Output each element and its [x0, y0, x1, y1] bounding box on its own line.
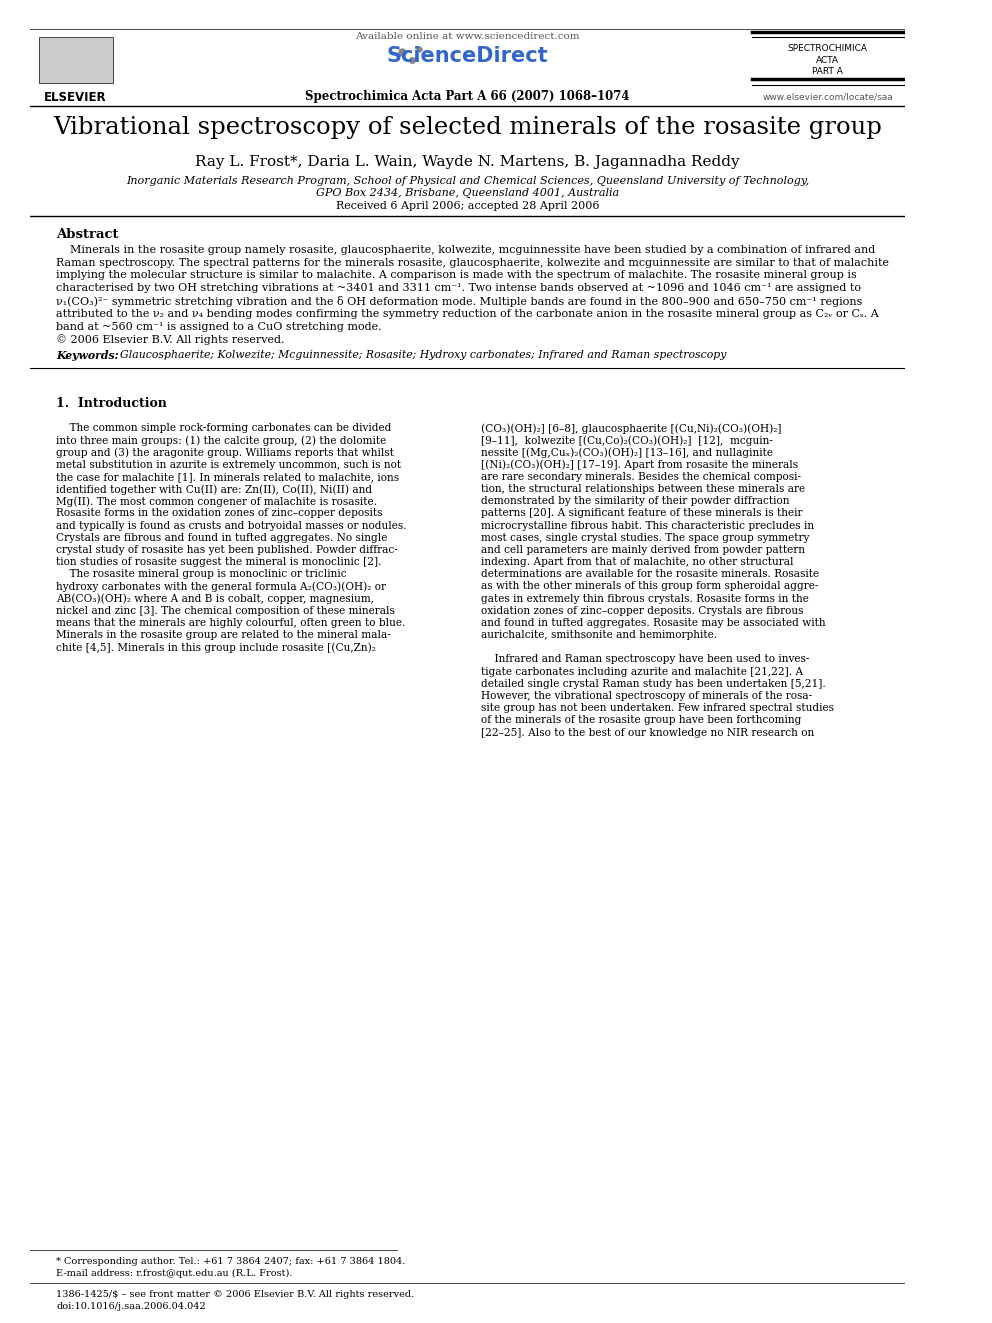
Text: However, the vibrational spectroscopy of minerals of the rosa-: However, the vibrational spectroscopy of…: [480, 691, 811, 701]
Text: AB(CO₃)(OH)₂ where A and B is cobalt, copper, magnesium,: AB(CO₃)(OH)₂ where A and B is cobalt, co…: [57, 594, 374, 605]
Text: gates in extremely thin fibrous crystals. Rosasite forms in the: gates in extremely thin fibrous crystals…: [480, 594, 808, 603]
Text: detailed single crystal Raman study has been undertaken [5,21].: detailed single crystal Raman study has …: [480, 679, 825, 689]
Text: www.elsevier.com/locate/saa: www.elsevier.com/locate/saa: [763, 93, 893, 102]
Text: of the minerals of the rosasite group have been forthcoming: of the minerals of the rosasite group ha…: [480, 716, 801, 725]
Text: Inorganic Materials Research Program, School of Physical and Chemical Sciences, : Inorganic Materials Research Program, Sc…: [126, 176, 808, 187]
Text: indexing. Apart from that of malachite, no other structural: indexing. Apart from that of malachite, …: [480, 557, 793, 568]
Text: tion studies of rosasite suggest the mineral is monoclinic [2].: tion studies of rosasite suggest the min…: [57, 557, 382, 568]
Text: nickel and zinc [3]. The chemical composition of these minerals: nickel and zinc [3]. The chemical compos…: [57, 606, 395, 615]
Text: Abstract: Abstract: [57, 228, 119, 241]
Text: © 2006 Elsevier B.V. All rights reserved.: © 2006 Elsevier B.V. All rights reserved…: [57, 335, 285, 345]
Text: chite [4,5]. Minerals in this group include rosasite [(Cu,Zn)₂: chite [4,5]. Minerals in this group incl…: [57, 643, 376, 652]
Text: hydroxy carbonates with the general formula A₂(CO₃)(OH)₂ or: hydroxy carbonates with the general form…: [57, 582, 386, 591]
Text: means that the minerals are highly colourful, often green to blue.: means that the minerals are highly colou…: [57, 618, 406, 628]
Text: Raman spectroscopy. The spectral patterns for the minerals rosasite, glaucosphae: Raman spectroscopy. The spectral pattern…: [57, 258, 889, 267]
Text: doi:10.1016/j.saa.2006.04.042: doi:10.1016/j.saa.2006.04.042: [57, 1302, 206, 1311]
Text: demonstrated by the similarity of their powder diffraction: demonstrated by the similarity of their …: [480, 496, 789, 507]
Text: Spectrochimica Acta Part A 66 (2007) 1068–1074: Spectrochimica Acta Part A 66 (2007) 106…: [306, 90, 630, 103]
Text: attributed to the ν₂ and ν₄ bending modes confirming the symmetry reduction of t: attributed to the ν₂ and ν₄ bending mode…: [57, 310, 879, 319]
Text: oxidation zones of zinc–copper deposits. Crystals are fibrous: oxidation zones of zinc–copper deposits.…: [480, 606, 803, 615]
Text: band at ~560 cm⁻¹ is assigned to a CuO stretching mode.: band at ~560 cm⁻¹ is assigned to a CuO s…: [57, 321, 382, 332]
Text: SPECTROCHIMICA: SPECTROCHIMICA: [788, 44, 868, 53]
Text: 1.  Introduction: 1. Introduction: [57, 397, 168, 410]
Text: Minerals in the rosasite group namely rosasite, glaucosphaerite, kolwezite, mcgu: Minerals in the rosasite group namely ro…: [57, 245, 876, 255]
Text: Received 6 April 2006; accepted 28 April 2006: Received 6 April 2006; accepted 28 April…: [335, 201, 599, 212]
Text: the case for malachite [1]. In minerals related to malachite, ions: the case for malachite [1]. In minerals …: [57, 472, 400, 482]
Text: crystal study of rosasite has yet been published. Powder diffrac-: crystal study of rosasite has yet been p…: [57, 545, 398, 554]
Text: Ray L. Frost*, Daria L. Wain, Wayde N. Martens, B. Jagannadha Reddy: Ray L. Frost*, Daria L. Wain, Wayde N. M…: [195, 155, 740, 169]
Text: site group has not been undertaken. Few infrared spectral studies: site group has not been undertaken. Few …: [480, 704, 833, 713]
Text: as with the other minerals of this group form spheroidal aggre-: as with the other minerals of this group…: [480, 582, 817, 591]
Text: Glaucosphaerite; Kolwezite; Mcguinnessite; Rosasite; Hydroxy carbonates; Infrare: Glaucosphaerite; Kolwezite; Mcguinnessit…: [113, 351, 726, 360]
Text: Keywords:: Keywords:: [57, 351, 119, 361]
Text: The rosasite mineral group is monoclinic or triclinic: The rosasite mineral group is monoclinic…: [57, 569, 347, 579]
Bar: [39, 37, 113, 83]
Text: group and (3) the aragonite group. Williams reports that whilst: group and (3) the aragonite group. Willi…: [57, 447, 394, 458]
Text: implying the molecular structure is similar to malachite. A comparison is made w: implying the molecular structure is simi…: [57, 270, 857, 280]
Text: are rare secondary minerals. Besides the chemical composi-: are rare secondary minerals. Besides the…: [480, 472, 801, 482]
Text: metal substitution in azurite is extremely uncommon, such is not: metal substitution in azurite is extreme…: [57, 460, 402, 470]
Text: determinations are available for the rosasite minerals. Rosasite: determinations are available for the ros…: [480, 569, 818, 579]
Text: ScienceDirect: ScienceDirect: [387, 46, 549, 66]
Text: * Corresponding author. Tel.: +61 7 3864 2407; fax: +61 7 3864 1804.: * Corresponding author. Tel.: +61 7 3864…: [57, 1257, 406, 1266]
Text: ν₁(CO₃)²⁻ symmetric stretching vibration and the δ OH deformation mode. Multiple: ν₁(CO₃)²⁻ symmetric stretching vibration…: [57, 296, 863, 307]
Text: and cell parameters are mainly derived from powder pattern: and cell parameters are mainly derived f…: [480, 545, 805, 554]
Text: (CO₃)(OH)₂] [6–8], glaucosphaerite [(Cu,Ni)₂(CO₃)(OH)₂]: (CO₃)(OH)₂] [6–8], glaucosphaerite [(Cu,…: [480, 423, 781, 434]
Text: tigate carbonates including azurite and malachite [21,22]. A: tigate carbonates including azurite and …: [480, 667, 803, 676]
Text: identified together with Cu(II) are: Zn(II), Co(II), Ni(II) and: identified together with Cu(II) are: Zn(…: [57, 484, 372, 495]
Text: characterised by two OH stretching vibrations at ~3401 and 3311 cm⁻¹. Two intens: characterised by two OH stretching vibra…: [57, 283, 861, 294]
Text: [9–11],  kolwezite [(Cu,Co)₂(CO₃)(OH)₂]  [12],  mcguin-: [9–11], kolwezite [(Cu,Co)₂(CO₃)(OH)₂] […: [480, 435, 773, 446]
Text: and found in tufted aggregates. Rosasite may be associated with: and found in tufted aggregates. Rosasite…: [480, 618, 825, 628]
Text: ACTA: ACTA: [816, 56, 839, 65]
Text: aurichalcite, smithsonite and hemimorphite.: aurichalcite, smithsonite and hemimorphi…: [480, 630, 716, 640]
Text: The common simple rock-forming carbonates can be divided: The common simple rock-forming carbonate…: [57, 423, 392, 433]
Text: into three main groups: (1) the calcite group, (2) the dolomite: into three main groups: (1) the calcite …: [57, 435, 387, 446]
Text: Available online at www.sciencedirect.com: Available online at www.sciencedirect.co…: [355, 32, 579, 41]
Text: GPO Box 2434, Brisbane, Queensland 4001, Australia: GPO Box 2434, Brisbane, Queensland 4001,…: [315, 188, 619, 198]
Text: microcrystalline fibrous habit. This characteristic precludes in: microcrystalline fibrous habit. This cha…: [480, 521, 813, 531]
Text: patterns [20]. A significant feature of these minerals is their: patterns [20]. A significant feature of …: [480, 508, 802, 519]
Text: Minerals in the rosasite group are related to the mineral mala-: Minerals in the rosasite group are relat…: [57, 630, 391, 640]
Text: PART A: PART A: [812, 67, 843, 77]
Text: tion, the structural relationships between these minerals are: tion, the structural relationships betwe…: [480, 484, 805, 493]
Text: 1386-1425/$ – see front matter © 2006 Elsevier B.V. All rights reserved.: 1386-1425/$ – see front matter © 2006 El…: [57, 1290, 415, 1299]
Text: Rosasite forms in the oxidation zones of zinc–copper deposits: Rosasite forms in the oxidation zones of…: [57, 508, 383, 519]
Text: [22–25]. Also to the best of our knowledge no NIR research on: [22–25]. Also to the best of our knowled…: [480, 728, 813, 737]
Text: Mg(II). The most common congener of malachite is rosasite.: Mg(II). The most common congener of mala…: [57, 496, 377, 507]
Text: E-mail address: r.frost@qut.edu.au (R.L. Frost).: E-mail address: r.frost@qut.edu.au (R.L.…: [57, 1269, 293, 1278]
Text: Infrared and Raman spectroscopy have been used to inves-: Infrared and Raman spectroscopy have bee…: [480, 655, 808, 664]
Text: and typically is found as crusts and botryoidal masses or nodules.: and typically is found as crusts and bot…: [57, 521, 407, 531]
Text: ELSEVIER: ELSEVIER: [45, 91, 107, 105]
Text: Crystals are fibrous and found in tufted aggregates. No single: Crystals are fibrous and found in tufted…: [57, 533, 388, 542]
Text: [(Ni)₂(CO₃)(OH)₂] [17–19]. Apart from rosasite the minerals: [(Ni)₂(CO₃)(OH)₂] [17–19]. Apart from ro…: [480, 460, 798, 470]
Text: most cases, single crystal studies. The space group symmetry: most cases, single crystal studies. The …: [480, 533, 808, 542]
Text: nessite [(Mg,Cuₓ)₂(CO₃)(OH)₂] [13–16], and nullaginite: nessite [(Mg,Cuₓ)₂(CO₃)(OH)₂] [13–16], a…: [480, 447, 773, 458]
Text: Vibrational spectroscopy of selected minerals of the rosasite group: Vibrational spectroscopy of selected min…: [53, 116, 882, 139]
